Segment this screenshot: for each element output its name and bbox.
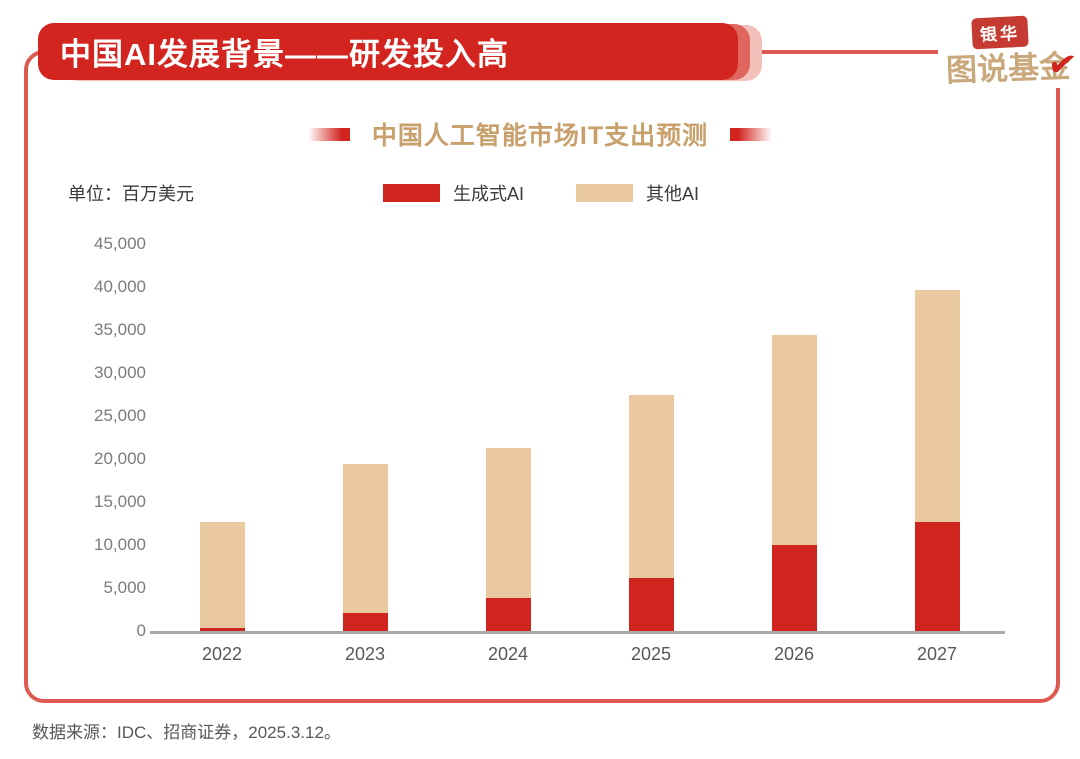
page-title-banner: 中国AI发展背景——研发投入高	[38, 23, 738, 80]
y-tick-label: 40,000	[94, 277, 146, 296]
legend-swatch	[383, 184, 440, 202]
bar-segment-s0-2024	[485, 598, 531, 631]
brand-logo: 银华 图说基金 ✔	[938, 5, 1079, 88]
chart-title-row: 中国人工智能市场IT支出预测	[0, 118, 1080, 150]
y-tick-label: 20,000	[94, 449, 146, 468]
x-tick-label: 2024	[487, 644, 529, 664]
bar-segment-s1-2025	[628, 394, 674, 578]
legend-label: 其他AI	[646, 184, 700, 204]
legend-item: 生成式AI	[383, 180, 524, 206]
bar-segment-s1-2023	[342, 464, 388, 613]
legend-swatch	[576, 184, 634, 202]
x-tick-label: 2025	[630, 644, 672, 664]
content-frame-border	[24, 50, 1060, 703]
legend-item: 其他AI	[576, 180, 699, 206]
page-title: 中国AI发展背景——研发投入高	[60, 37, 509, 72]
title-decor-left	[307, 127, 350, 141]
y-tick-label: 35,000	[94, 320, 146, 339]
unit-label: 单位：百万美元	[68, 184, 194, 204]
legend: 生成式AI 其他AI	[383, 180, 699, 206]
data-source-note: 数据来源：IDC、招商证券，2025.3.12。	[32, 723, 341, 742]
legend-label: 生成式AI	[453, 184, 525, 204]
bar-segment-s1-2027	[914, 289, 960, 522]
chart-title: 中国人工智能市场IT支出预测	[371, 122, 709, 150]
y-tick-label: 45,000	[94, 234, 146, 253]
x-tick-label: 2027	[916, 644, 958, 664]
y-tick-label: 25,000	[94, 406, 146, 425]
x-tick-label: 2026	[773, 644, 815, 664]
bar-segment-s1-2022	[199, 521, 245, 628]
x-tick-label: 2022	[201, 644, 243, 664]
y-tick-label: 30,000	[94, 363, 146, 382]
y-tick-label: 15,000	[94, 492, 146, 511]
title-decor-right	[730, 127, 773, 141]
bar-segment-s0-2027	[914, 521, 960, 631]
x-tick-label: 2023	[344, 644, 386, 664]
x-axis-line	[150, 631, 1005, 634]
bar-segment-s0-2026	[771, 545, 817, 631]
y-tick-label: 5,000	[103, 578, 146, 597]
bar-segment-s0-2023	[342, 612, 388, 631]
y-tick-label: 0	[136, 621, 146, 640]
bar-segment-s0-2022	[199, 627, 245, 631]
bar-segment-s1-2024	[485, 447, 531, 599]
bar-segment-s1-2026	[771, 335, 817, 545]
y-tick-label: 10,000	[94, 535, 146, 554]
bar-segment-s0-2025	[628, 577, 674, 631]
